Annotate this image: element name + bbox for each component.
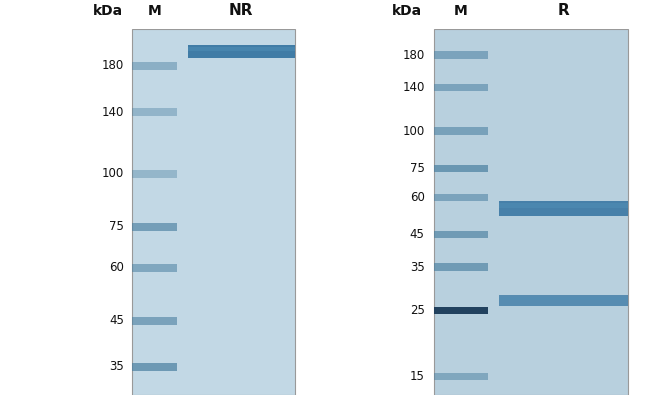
Bar: [434, 231, 488, 238]
Bar: [132, 29, 294, 395]
Bar: [499, 295, 628, 307]
Bar: [434, 127, 488, 135]
Text: 45: 45: [410, 228, 424, 241]
Bar: [132, 108, 177, 116]
Bar: [434, 84, 488, 91]
Bar: [188, 47, 294, 51]
Text: M: M: [148, 4, 162, 18]
Text: 140: 140: [402, 81, 424, 94]
Text: R: R: [558, 3, 569, 18]
Bar: [132, 363, 177, 371]
Bar: [434, 263, 488, 271]
Text: 60: 60: [410, 191, 424, 204]
Text: 100: 100: [101, 168, 124, 181]
Bar: [132, 170, 177, 178]
Bar: [499, 201, 628, 216]
Bar: [132, 62, 177, 70]
Text: 75: 75: [109, 220, 124, 233]
Text: 75: 75: [410, 162, 424, 175]
Text: 35: 35: [410, 260, 424, 274]
Bar: [434, 29, 628, 395]
Text: 60: 60: [109, 261, 124, 274]
Text: 180: 180: [402, 49, 424, 62]
Text: 45: 45: [109, 314, 124, 327]
Bar: [434, 307, 488, 314]
Bar: [434, 165, 488, 172]
Bar: [434, 52, 488, 59]
Text: NR: NR: [229, 3, 254, 18]
Bar: [188, 45, 294, 58]
Text: 140: 140: [101, 106, 124, 119]
Text: 180: 180: [101, 59, 124, 72]
Text: 100: 100: [402, 125, 424, 138]
Bar: [499, 203, 628, 208]
Text: 15: 15: [410, 370, 424, 383]
Bar: [132, 317, 177, 325]
Text: 25: 25: [410, 304, 424, 317]
Text: M: M: [454, 4, 467, 18]
Text: 35: 35: [109, 360, 124, 374]
Text: kDa: kDa: [92, 4, 123, 18]
Bar: [434, 373, 488, 380]
Bar: [499, 297, 628, 300]
Text: kDa: kDa: [392, 4, 422, 18]
Bar: [434, 193, 488, 201]
Bar: [132, 223, 177, 231]
Bar: [132, 264, 177, 272]
